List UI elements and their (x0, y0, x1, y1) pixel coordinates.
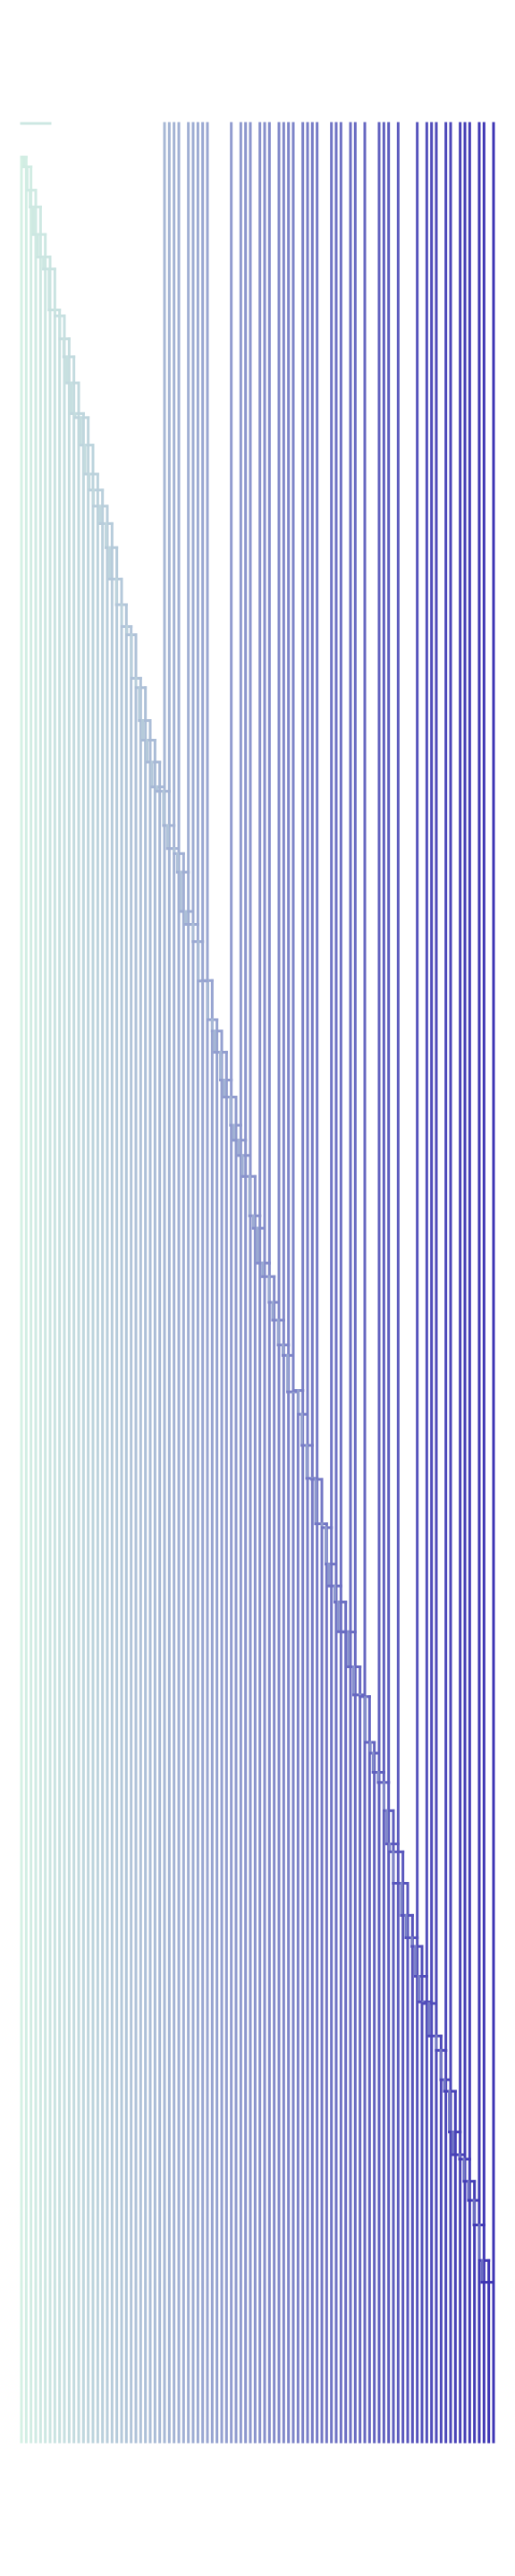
dendrogram-links (20, 122, 495, 2444)
